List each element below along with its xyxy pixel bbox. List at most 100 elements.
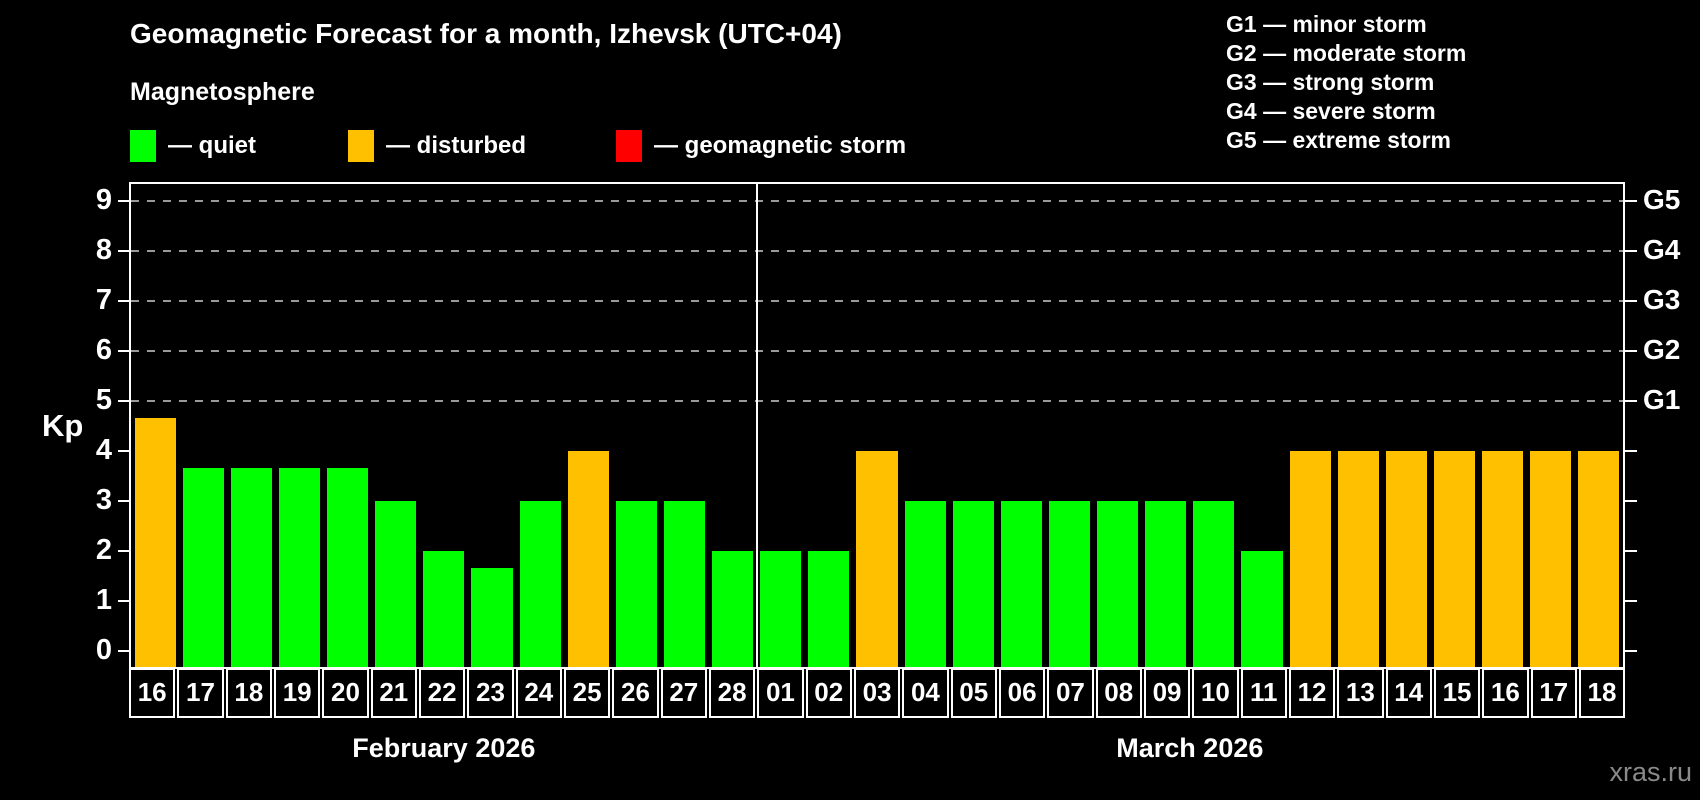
bar-mar-12-kp4 — [1289, 451, 1331, 667]
bar-mar-18-kp4 — [1578, 451, 1620, 667]
y-tick-left-6 — [118, 350, 129, 352]
g-scale-line-g4: G4 — severe storm — [1226, 98, 1436, 124]
bar-slot-mar-13 — [1334, 184, 1382, 667]
date-cell-mar-03: 03 — [853, 668, 901, 718]
bar-feb-25-kp4 — [567, 451, 609, 667]
date-cell-mar-17: 17 — [1530, 668, 1577, 718]
bar-feb-16-kp4.67 — [134, 417, 176, 667]
bar-mar-13-kp4 — [1337, 451, 1379, 667]
legend-item-storm: — geomagnetic storm — [616, 128, 906, 164]
date-cell-mar-12: 12 — [1288, 668, 1336, 718]
bar-feb-28-kp2 — [712, 551, 754, 667]
y-tick-left-2 — [118, 550, 129, 552]
bar-slot-mar-10 — [1190, 184, 1238, 667]
gridline-kp8 — [131, 250, 1623, 252]
bar-mar-01-kp2 — [760, 551, 802, 667]
storm-swatch-icon — [616, 130, 642, 162]
plot-area — [129, 182, 1625, 669]
bar-mar-14-kp4 — [1385, 451, 1427, 667]
bar-slot-mar-02 — [805, 184, 853, 667]
y-tick-label-0: 0 — [95, 634, 112, 666]
g-scale-line-g1: G1 — minor storm — [1226, 11, 1427, 37]
g-scale-line-g2: G2 — moderate storm — [1226, 40, 1467, 66]
bar-slot-mar-17 — [1527, 184, 1575, 667]
bar-mar-15-kp4 — [1433, 451, 1475, 667]
disturbed-swatch-icon — [348, 130, 374, 162]
y-tick-right-1 — [1625, 600, 1637, 602]
y-tick-left-8 — [118, 250, 129, 252]
date-cell-feb-22: 22 — [418, 668, 466, 718]
bar-slot-feb-24 — [516, 184, 564, 667]
bar-slot-feb-18 — [227, 184, 275, 667]
y-tick-right-4 — [1625, 450, 1637, 452]
bar-slot-mar-09 — [1142, 184, 1190, 667]
bar-slot-feb-19 — [275, 184, 323, 667]
g-axis-label-g5: G5 — [1643, 184, 1681, 215]
y-tick-left-7 — [118, 300, 129, 302]
bar-feb-24-kp3 — [519, 501, 561, 667]
g-scale-legend: G1 — minor storm G2 — moderate storm G3 … — [1226, 10, 1466, 155]
date-cell-feb-27: 27 — [660, 668, 707, 718]
date-cell-mar-01: 01 — [757, 668, 804, 718]
y-tick-right-8 — [1625, 250, 1637, 252]
legend-label-storm: — geomagnetic storm — [654, 132, 907, 159]
bar-mar-09-kp3 — [1145, 501, 1187, 667]
bar-mar-10-kp3 — [1193, 501, 1235, 667]
y-tick-label-4: 4 — [95, 434, 112, 466]
bars-container — [131, 184, 1623, 667]
bar-feb-27-kp3 — [663, 501, 705, 667]
x-axis-date-row: 16 17 18 19 20 21 22 23 24 25 26 27 28 01 02 03 04 05 06 07… — [129, 668, 1626, 718]
plot-gridlines — [131, 184, 1623, 667]
y-tick-left-0 — [118, 650, 129, 652]
g-axis-label-g1: G1 — [1643, 384, 1681, 415]
y-tick-label-5: 5 — [95, 384, 112, 416]
bar-feb-18-kp3.67 — [230, 467, 272, 667]
bar-slot-feb-28 — [709, 184, 757, 667]
y-tick-label-1: 1 — [95, 584, 112, 616]
bar-slot-mar-12 — [1286, 184, 1334, 667]
date-cell-mar-11: 11 — [1240, 668, 1287, 718]
bar-mar-02-kp2 — [808, 551, 850, 667]
bar-slot-mar-07 — [1045, 184, 1093, 667]
y-tick-right-9 — [1625, 200, 1637, 202]
bar-slot-feb-20 — [324, 184, 372, 667]
y-tick-left-5 — [118, 400, 129, 402]
month-divider-line — [755, 184, 758, 667]
g-scale-line-g5: G5 — extreme storm — [1226, 127, 1451, 153]
bar-slot-feb-16 — [131, 184, 179, 667]
bar-mar-16-kp4 — [1482, 451, 1524, 667]
date-cell-mar-02: 02 — [805, 668, 852, 718]
g-axis-label-g3: G3 — [1643, 284, 1681, 315]
date-cell-feb-17: 17 — [177, 668, 224, 718]
date-cell-mar-06: 06 — [998, 668, 1046, 718]
legend-label-disturbed: — disturbed — [386, 132, 527, 159]
gridline-kp9 — [131, 200, 1623, 202]
legend-item-quiet: — quiet — [130, 128, 256, 164]
date-cell-mar-05: 05 — [950, 668, 997, 718]
date-cell-mar-18: 18 — [1578, 668, 1626, 718]
date-cell-mar-15: 15 — [1433, 668, 1481, 718]
bar-slot-mar-11 — [1238, 184, 1286, 667]
bar-mar-11-kp2 — [1241, 551, 1283, 667]
date-cell-feb-19: 19 — [273, 668, 321, 718]
bar-slot-feb-25 — [564, 184, 612, 667]
date-cell-mar-13: 13 — [1337, 668, 1384, 718]
bar-slot-feb-21 — [372, 184, 420, 667]
y-tick-label-3: 3 — [95, 484, 112, 516]
date-cell-feb-24: 24 — [515, 668, 562, 718]
y-tick-label-7: 7 — [95, 284, 112, 316]
bar-slot-mar-16 — [1479, 184, 1527, 667]
bar-mar-06-kp3 — [1000, 501, 1042, 667]
date-cell-mar-16: 16 — [1482, 668, 1529, 718]
date-cell-mar-04: 04 — [902, 668, 949, 718]
month-label-february: February 2026 — [352, 733, 536, 763]
bar-slot-mar-15 — [1430, 184, 1478, 667]
y-tick-label-2: 2 — [95, 534, 112, 566]
bar-slot-feb-22 — [420, 184, 468, 667]
chart-title: Geomagnetic Forecast for a month, Izhevs… — [130, 18, 842, 49]
bar-feb-19-kp3.67 — [278, 467, 320, 667]
bar-slot-mar-05 — [949, 184, 997, 667]
quiet-swatch-icon — [130, 130, 156, 162]
y-tick-left-1 — [118, 600, 129, 602]
date-cell-feb-20: 20 — [322, 668, 369, 718]
